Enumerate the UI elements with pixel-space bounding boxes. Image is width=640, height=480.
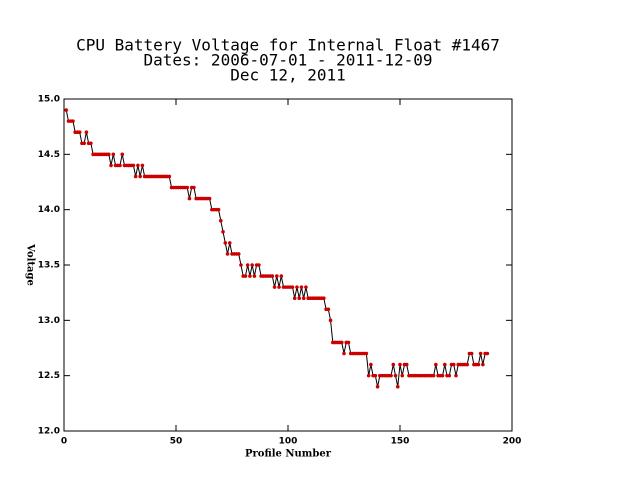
data-point <box>243 274 248 278</box>
data-point <box>192 185 196 190</box>
data-line <box>65 109 488 387</box>
data-point <box>292 296 297 301</box>
data-point <box>391 362 396 367</box>
data-point <box>216 207 221 212</box>
data-point <box>167 174 172 179</box>
data-point <box>440 373 445 378</box>
data-point <box>481 362 485 367</box>
data-point <box>443 362 447 367</box>
data-point <box>71 119 75 123</box>
data-point <box>373 373 378 378</box>
data-point <box>279 274 284 278</box>
data-point <box>454 373 458 378</box>
data-point <box>120 152 125 157</box>
data-point <box>219 218 223 223</box>
data-point <box>326 307 331 312</box>
x-tick-label: 0 <box>61 437 67 447</box>
data-point <box>434 362 438 367</box>
data-point <box>257 263 261 267</box>
data-point <box>447 373 452 378</box>
x-tick-label: 100 <box>279 437 298 447</box>
data-point <box>322 296 326 301</box>
data-point <box>221 230 225 234</box>
data-point <box>478 351 483 356</box>
data-point <box>140 163 145 168</box>
data-point <box>89 141 93 146</box>
data-point <box>369 362 373 367</box>
x-tick-label: 150 <box>391 437 410 447</box>
data-point <box>328 318 333 323</box>
data-point <box>431 373 436 378</box>
y-axis-label: Voltage <box>25 243 36 286</box>
data-point <box>290 285 295 289</box>
data-point <box>404 362 409 367</box>
data-point <box>485 351 490 356</box>
data-point <box>64 108 69 112</box>
data-point <box>389 373 393 378</box>
data-point <box>469 351 474 356</box>
chart-title: CPU Battery Voltage for Internal Float #… <box>76 36 500 55</box>
data-point <box>275 274 279 278</box>
data-point <box>297 296 302 301</box>
data-point <box>465 362 470 367</box>
y-tick-label: 14.0 <box>38 205 60 215</box>
y-tick-label: 15.0 <box>38 95 60 105</box>
x-tick-label: 200 <box>503 437 522 447</box>
data-point <box>395 384 400 389</box>
y-tick-label: 12.0 <box>38 427 60 437</box>
data-point <box>366 373 371 378</box>
data-point <box>109 163 113 168</box>
data-point <box>252 274 257 278</box>
data-point <box>136 163 140 168</box>
data-point <box>346 340 351 345</box>
x-axis-label: Profile Number <box>245 449 332 460</box>
data-point <box>111 152 116 157</box>
data-point <box>239 263 243 267</box>
data-point <box>245 263 250 267</box>
y-tick-label: 13.0 <box>38 316 60 326</box>
data-point <box>223 241 228 245</box>
data-point <box>107 152 111 157</box>
data-point <box>133 174 138 179</box>
data-point <box>138 174 142 179</box>
data-point <box>277 285 281 289</box>
data-point <box>476 362 481 367</box>
y-tick-label: 14.5 <box>38 150 60 160</box>
x-tick-label: 50 <box>170 437 183 447</box>
data-point <box>364 351 369 356</box>
data-point <box>400 373 405 378</box>
data-point <box>272 285 277 289</box>
data-point <box>187 196 192 201</box>
data-point <box>451 362 456 367</box>
data-point <box>393 373 398 378</box>
data-point <box>342 351 346 356</box>
data-point <box>248 274 252 278</box>
data-point <box>375 384 380 389</box>
data-point <box>131 163 136 168</box>
data-point <box>185 185 189 190</box>
data-point <box>207 196 212 201</box>
data-point <box>84 130 89 134</box>
chart-date: Dec 12, 2011 <box>230 66 346 85</box>
data-point <box>398 362 402 367</box>
data-point <box>225 252 230 256</box>
data-point <box>250 263 254 267</box>
data-point <box>227 241 232 245</box>
y-tick-label: 12.5 <box>38 371 60 381</box>
data-point <box>236 252 241 256</box>
data-point <box>270 274 275 278</box>
data-point <box>339 340 344 345</box>
y-tick-label: 13.5 <box>38 261 60 271</box>
data-point <box>118 163 122 168</box>
data-point <box>299 285 304 289</box>
plot-frame <box>63 98 513 432</box>
data-point <box>82 141 86 146</box>
data-point <box>304 285 308 289</box>
data-point <box>301 296 306 301</box>
chart-subtitle: Dates: 2006-07-01 - 2011-12-09 <box>144 51 433 70</box>
data-point <box>77 130 82 134</box>
data-point <box>295 285 299 289</box>
